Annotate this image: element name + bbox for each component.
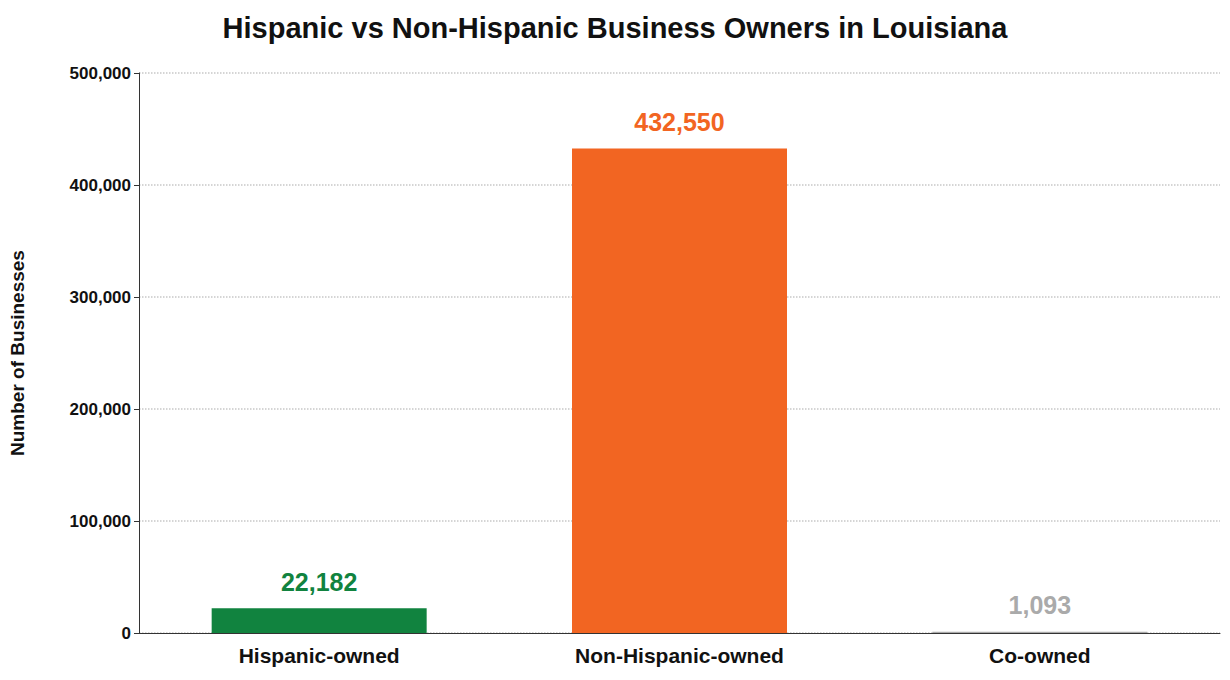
svg-text:400,000: 400,000 [70,176,131,195]
svg-text:Hispanic vs Non-Hispanic Busin: Hispanic vs Non-Hispanic Business Owners… [223,12,1009,44]
svg-text:Co-owned: Co-owned [989,644,1090,667]
svg-text:500,000: 500,000 [70,64,131,83]
svg-text:1,093: 1,093 [1009,591,1072,619]
svg-text:200,000: 200,000 [70,400,131,419]
svg-text:300,000: 300,000 [70,288,131,307]
svg-text:Number of Businesses: Number of Businesses [7,250,28,456]
svg-text:Non-Hispanic-owned: Non-Hispanic-owned [575,644,784,667]
svg-text:100,000: 100,000 [70,512,131,531]
svg-text:22,182: 22,182 [281,568,357,596]
svg-text:0: 0 [122,624,131,643]
svg-text:432,550: 432,550 [634,108,724,136]
svg-text:Hispanic-owned: Hispanic-owned [239,644,400,667]
